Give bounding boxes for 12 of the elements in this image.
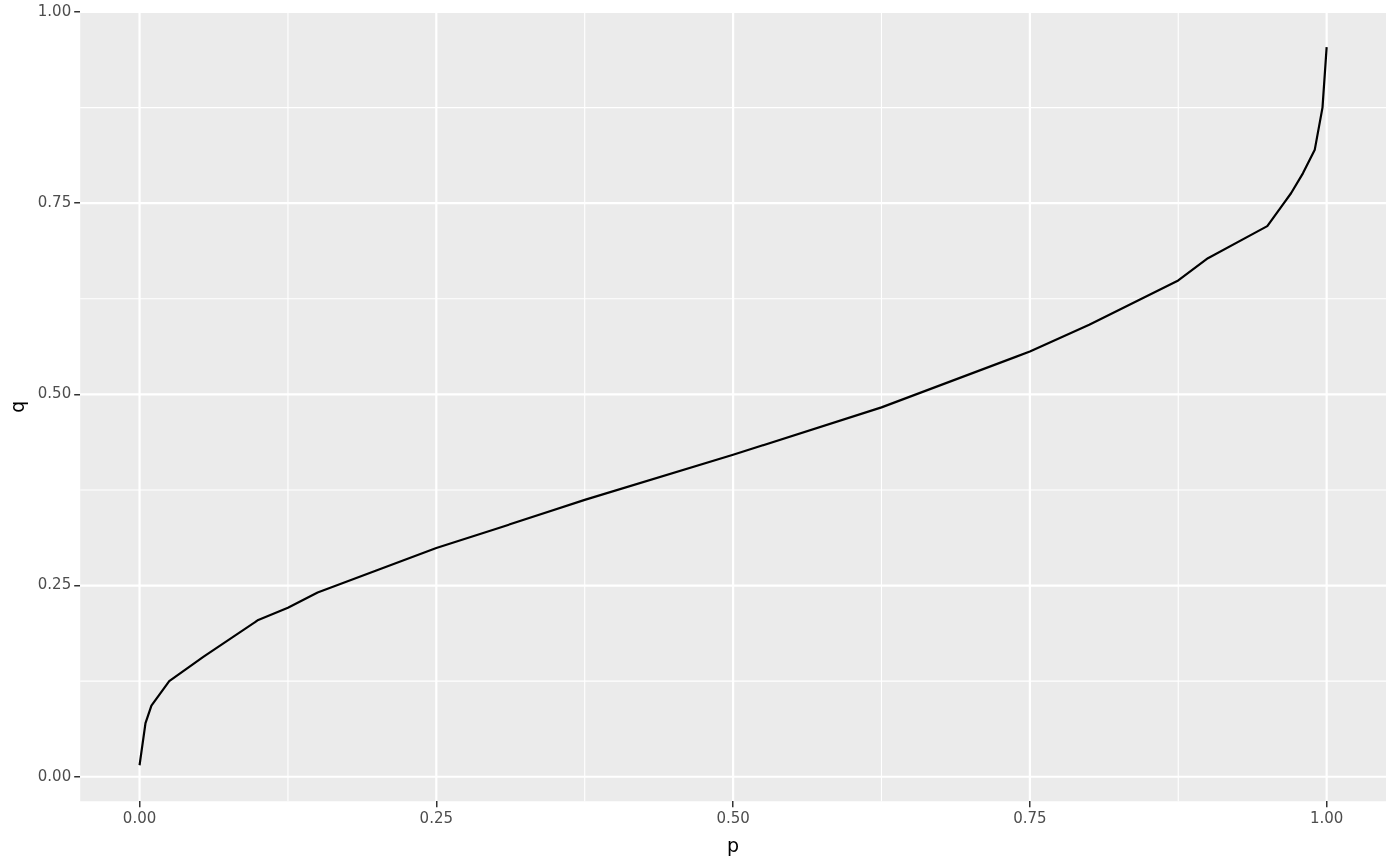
- y-tick-label: 0.00: [37, 766, 72, 785]
- y-tick-label: 0.75: [37, 193, 72, 212]
- x-tick-label: 0.75: [1013, 809, 1047, 828]
- y-axis-title: q: [6, 400, 29, 413]
- x-tick-label: 0.50: [716, 809, 750, 828]
- y-tick-label: 1.00: [37, 1, 72, 20]
- y-tick-label: 0.25: [37, 575, 72, 594]
- x-tick-label: 1.00: [1309, 809, 1344, 828]
- x-tick-label: 0.25: [419, 809, 454, 828]
- x-tick-label: 0.00: [122, 809, 157, 828]
- x-axis-title: p: [727, 833, 740, 856]
- y-tick-label: 0.50: [37, 384, 72, 403]
